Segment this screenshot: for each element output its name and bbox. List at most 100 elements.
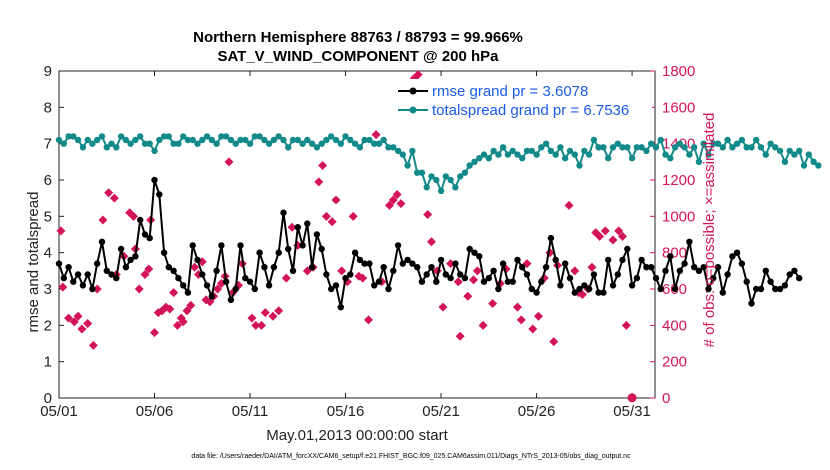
y-axis-label: rmse and totalspread bbox=[25, 192, 42, 333]
obs-assimilated-marker bbox=[423, 210, 433, 220]
rmse-point bbox=[681, 260, 688, 267]
spread-point bbox=[299, 140, 306, 147]
rmse-point bbox=[605, 256, 612, 264]
y-tick-label: 4 bbox=[44, 245, 52, 262]
obs-assimilated-marker bbox=[621, 320, 631, 330]
spread-point bbox=[562, 155, 569, 162]
x-tick-label: 05/01 bbox=[40, 403, 78, 420]
spread-point bbox=[600, 144, 607, 151]
spread-point bbox=[590, 136, 598, 144]
spread-point bbox=[509, 147, 516, 155]
rmse-point bbox=[399, 260, 406, 267]
spread-point bbox=[313, 144, 321, 151]
spread-point bbox=[495, 151, 502, 158]
rmse-point bbox=[275, 249, 282, 256]
spread-point bbox=[203, 133, 211, 140]
rmse-point bbox=[428, 264, 435, 271]
y-tick-label: 7 bbox=[44, 136, 52, 153]
spread-point bbox=[380, 136, 387, 144]
spread-point bbox=[208, 136, 215, 144]
spread-point bbox=[60, 140, 67, 147]
spread-point bbox=[294, 136, 301, 144]
obs-assimilated-marker bbox=[453, 277, 463, 287]
obs-assimilated-marker bbox=[363, 315, 373, 325]
rmse-point bbox=[222, 278, 230, 285]
spread-point bbox=[184, 136, 192, 144]
rmse-point bbox=[485, 274, 492, 282]
spread-point bbox=[576, 162, 583, 169]
rmse-point bbox=[404, 256, 411, 264]
spread-point bbox=[328, 133, 335, 140]
rmse-point bbox=[638, 256, 645, 264]
spread-point bbox=[361, 136, 368, 144]
rmse-point bbox=[356, 256, 364, 264]
spread-point bbox=[55, 136, 63, 144]
rmse-point bbox=[547, 234, 555, 242]
spread-point bbox=[471, 158, 478, 165]
rmse-point bbox=[714, 264, 722, 271]
spread-point bbox=[652, 144, 660, 151]
y-axis-right-label: # of obs: o=possible; ×=assimilated bbox=[701, 113, 718, 348]
rmse-point bbox=[695, 267, 703, 274]
rmse-point bbox=[242, 274, 249, 282]
spread-point bbox=[117, 133, 125, 140]
rmse-point bbox=[786, 271, 793, 278]
obs-assimilated-marker bbox=[256, 320, 266, 330]
rmse-point bbox=[409, 260, 416, 267]
obs-assimilated-marker bbox=[577, 289, 587, 299]
spread-point bbox=[538, 144, 545, 151]
spread-point bbox=[767, 140, 774, 147]
rmse-point bbox=[748, 300, 755, 307]
spread-point bbox=[79, 144, 87, 151]
obs-assimilated-marker bbox=[371, 130, 381, 140]
rmse-point bbox=[576, 285, 583, 293]
obs-assimilated-marker bbox=[64, 313, 74, 323]
spread-point bbox=[757, 144, 765, 151]
rmse-point bbox=[265, 282, 273, 289]
rmse-point bbox=[753, 285, 760, 293]
spread-point bbox=[557, 144, 564, 151]
spread-point bbox=[619, 144, 626, 151]
rmse-point bbox=[509, 278, 516, 285]
rmse-point bbox=[94, 260, 101, 267]
spread-point bbox=[733, 140, 741, 147]
obs-assimilated-marker bbox=[413, 70, 423, 80]
obs-possible-marker bbox=[627, 393, 637, 403]
y-right-tick-label: 800 bbox=[662, 245, 687, 262]
obs-assimilated-marker bbox=[595, 231, 605, 241]
rmse-point bbox=[390, 267, 397, 274]
spread-point bbox=[490, 147, 497, 155]
spread-point bbox=[337, 140, 344, 147]
spread-point bbox=[351, 140, 359, 147]
rmse-point bbox=[437, 256, 445, 264]
spread-point bbox=[724, 136, 731, 144]
rmse-point bbox=[738, 260, 746, 267]
spread-point bbox=[98, 133, 106, 140]
spread-point bbox=[676, 140, 683, 147]
rmse-point bbox=[65, 264, 72, 271]
rmse-point bbox=[323, 271, 330, 278]
legend-spread-label: totalspread grand pr = 6.7536 bbox=[432, 102, 629, 119]
spread-point bbox=[251, 133, 258, 140]
rmse-point bbox=[189, 242, 196, 249]
rmse-point bbox=[519, 264, 526, 271]
spread-point bbox=[738, 136, 746, 144]
rmse-point bbox=[165, 264, 172, 271]
spread-point bbox=[605, 155, 612, 162]
spread-point bbox=[781, 158, 789, 165]
rmse-point bbox=[671, 285, 679, 293]
obs-assimilated-marker bbox=[314, 177, 324, 187]
y-tick-label: 1 bbox=[44, 354, 52, 371]
spread-point bbox=[289, 136, 297, 144]
rmse-point bbox=[270, 264, 278, 271]
spread-point bbox=[776, 147, 784, 155]
spread-point bbox=[74, 136, 82, 144]
rmse-point bbox=[733, 249, 741, 256]
rmse-point bbox=[394, 242, 402, 249]
rmse-point bbox=[227, 296, 235, 304]
rmse-point bbox=[414, 264, 421, 271]
legend-box bbox=[396, 79, 652, 119]
rmse-point bbox=[146, 234, 153, 242]
rmse-point bbox=[74, 271, 82, 278]
